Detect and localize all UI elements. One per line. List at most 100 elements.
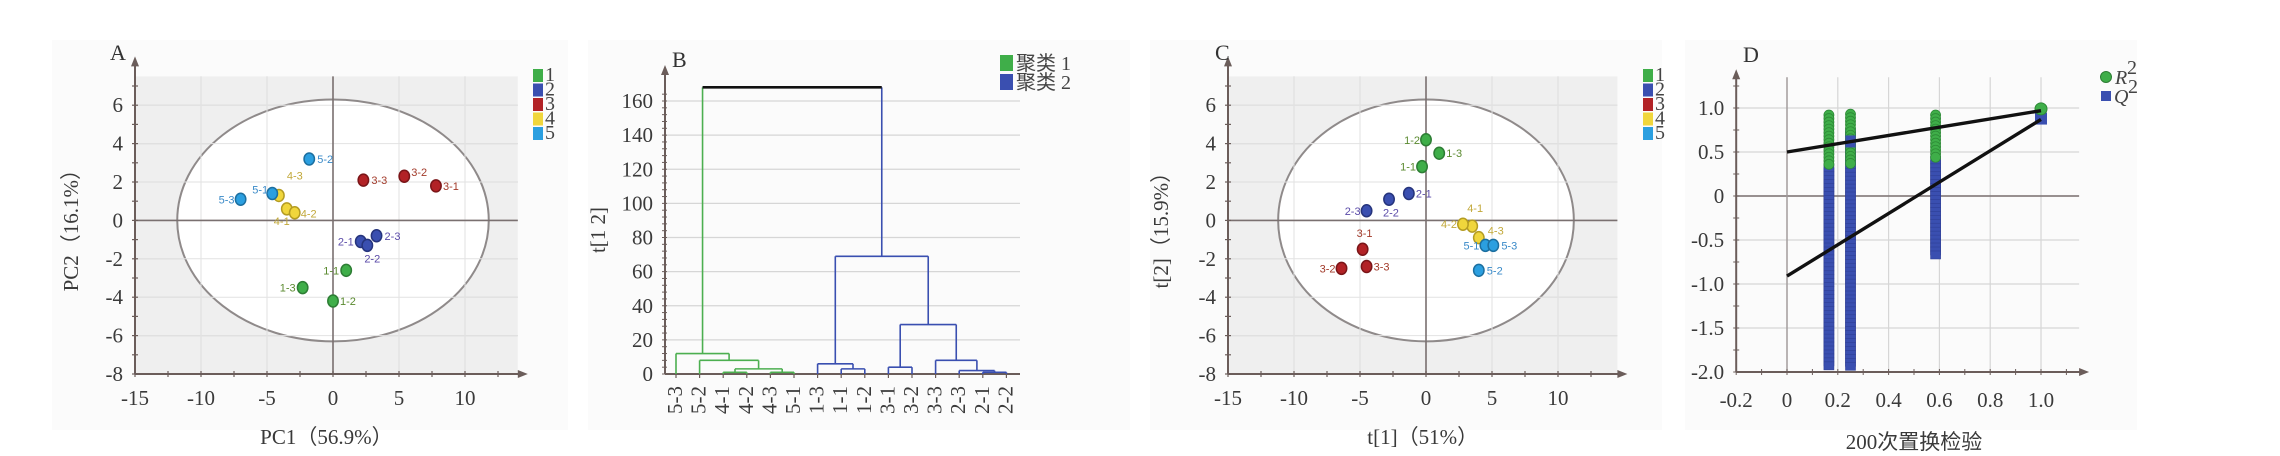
legend-swatch [1643,69,1653,82]
point-label: 4-3 [1488,226,1504,238]
panel-letter: B [672,47,687,72]
legend-label: 1 [1655,64,1665,86]
y-tick-label: 160 [622,89,654,113]
legend-swatch [1000,55,1013,71]
data-point [1383,192,1395,207]
y-axis-label: PC2（16.1%） [59,159,83,291]
leaf-label: 4-3 [757,386,781,414]
point-label: 1-3 [1446,148,1462,160]
point-label: 5-1 [1463,240,1479,252]
y-tick-label: 0 [113,208,124,232]
point-label: 4-3 [287,170,303,182]
leaf-label: 1-3 [805,386,829,414]
r2-original-point [2034,102,2048,116]
leaf-label: 1-1 [828,386,852,414]
leaf-label: 4-1 [710,386,734,414]
data-point [1335,261,1348,276]
y-axis-arrow-icon [131,56,139,67]
panel-letter: D [1743,42,1759,67]
data-point [1457,217,1469,231]
x-tick-label: 0.4 [1875,388,1902,412]
point-label: 3-1 [1357,228,1373,240]
x-axis-label: PC1（56.9%） [260,425,392,449]
point-label: 2-2 [364,253,380,265]
r2-point [1823,158,1835,170]
point-label: 2-1 [1416,189,1432,201]
point-label: 1-2 [340,296,356,308]
legend-label: 4 [1655,108,1665,130]
y-tick-label: -2 [106,247,124,271]
legend-swatch [533,83,543,97]
x-tick-label: 5 [394,386,405,410]
point-label: 1-2 [1404,135,1420,147]
y-tick-label: -6 [1199,324,1217,348]
q2-point [1845,361,1856,371]
x-tick-label: 0.2 [1825,388,1851,412]
regression-line [1786,108,2042,154]
y-tick-label: -2 [1199,247,1217,271]
y-tick-label: 0 [1714,184,1725,208]
y-tick-label: -1.5 [1691,316,1724,340]
y-tick-label: 120 [622,157,654,181]
y-tick-label: 60 [632,260,653,284]
x-tick-label: 10 [455,386,476,410]
data-point [340,263,353,278]
legend-superscript: 2 [2128,76,2138,98]
data-point [1360,204,1373,218]
y-tick-label: 0.5 [1698,140,1724,164]
point-label: 5-2 [1487,265,1503,277]
x-axis-label: t[1]（51%） [1367,425,1478,449]
point-label: 4-2 [301,209,317,221]
y-tick-label: 6 [113,93,124,117]
y-tick-label: 100 [622,191,654,215]
point-label: 4-1 [274,216,290,228]
legend-label: 3 [1655,93,1665,115]
data-point [1360,259,1373,274]
r2-point [1930,151,1941,163]
leaf-label: 2-2 [993,386,1017,414]
data-point [1416,159,1428,174]
legend-label: 聚类 1 [1016,52,1071,75]
legend-swatch [533,112,543,126]
y-tick-label: 6 [1206,93,1217,117]
r2-point [1845,158,1856,169]
data-point [370,229,383,243]
point-label: 3-2 [1320,263,1336,275]
point-label: 1-1 [1400,162,1416,174]
y-tick-label: -8 [106,362,124,386]
legend-label: 1 [545,64,555,86]
data-point [266,186,279,201]
y-axis-arrow-icon [1224,56,1232,67]
point-label: 3-3 [1374,261,1390,273]
point-label: 5-2 [317,154,333,166]
legend-label: 5 [545,122,555,144]
x-tick-label: 0.6 [1926,388,1952,412]
legend-label: 聚类 2 [1016,71,1071,94]
y-tick-label: 4 [1206,132,1217,156]
y-tick-label: 1.0 [1698,96,1724,120]
y-tick-label: -4 [1199,285,1217,309]
y-tick-label: 80 [632,226,653,250]
data-point [1402,186,1415,201]
x-tick-label: 0 [1782,388,1793,412]
y-tick-label: -8 [1199,362,1217,386]
legend-label: 3 [545,93,555,115]
x-axis-label: 200次置换检验 [1846,430,1983,454]
legend-label: R [2114,67,2127,89]
x-axis-arrow-icon [1617,370,1628,378]
x-tick-label: 5 [1487,386,1498,410]
data-point [1420,133,1432,147]
data-point [361,238,374,253]
x-tick-label: 0 [1421,386,1432,410]
panel-b [588,40,1130,430]
data-point [303,152,316,166]
legend-label: 2 [545,79,555,101]
x-axis-arrow-icon [2079,368,2090,376]
data-point [234,192,247,207]
legend-swatch [1643,83,1653,97]
legend-swatch [1643,112,1653,126]
y-tick-label: 40 [632,294,653,318]
point-label: 3-2 [411,167,427,179]
x-tick-label: 0 [328,386,339,410]
